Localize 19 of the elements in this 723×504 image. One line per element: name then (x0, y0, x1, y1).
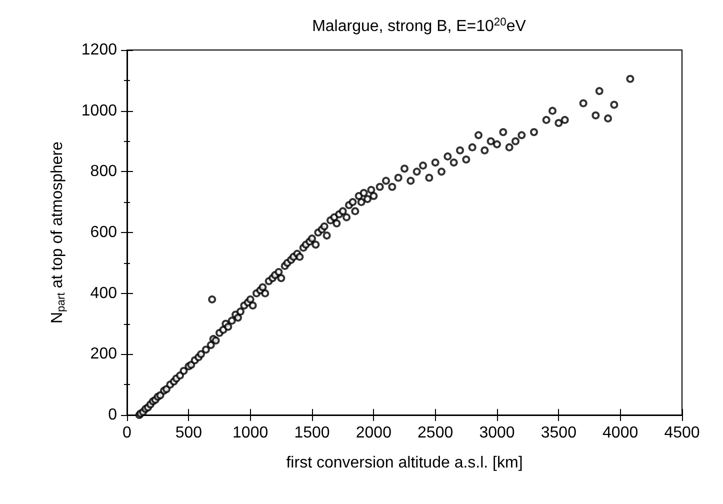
x-tick-label: 3000 (479, 424, 515, 442)
x-tick-label: 0 (122, 424, 132, 442)
x-tick-label: 1500 (294, 424, 330, 442)
y-axis-title: Npart at top of atmosphere (49, 141, 68, 324)
y-tick-label: 800 (90, 163, 118, 180)
y-tick-label: 400 (90, 284, 118, 302)
y-tick-label: 1000 (81, 102, 118, 120)
x-tick-label: 500 (175, 424, 202, 442)
y-tick-label: 200 (90, 346, 118, 363)
x-tick-label: 2500 (418, 424, 454, 442)
y-tick-label: 600 (90, 224, 118, 241)
x-tick-label: 2000 (356, 424, 392, 442)
x-tick-label: 4500 (664, 424, 700, 442)
x-axis-title: first conversion altitude a.s.l. [km] (286, 454, 523, 472)
x-tick-label: 1000 (232, 424, 268, 442)
y-tick-label: 0 (108, 406, 118, 424)
y-tick-label: 1200 (81, 42, 118, 58)
x-tick-label: 4000 (602, 424, 638, 442)
x-tick-label: 3500 (540, 424, 577, 442)
